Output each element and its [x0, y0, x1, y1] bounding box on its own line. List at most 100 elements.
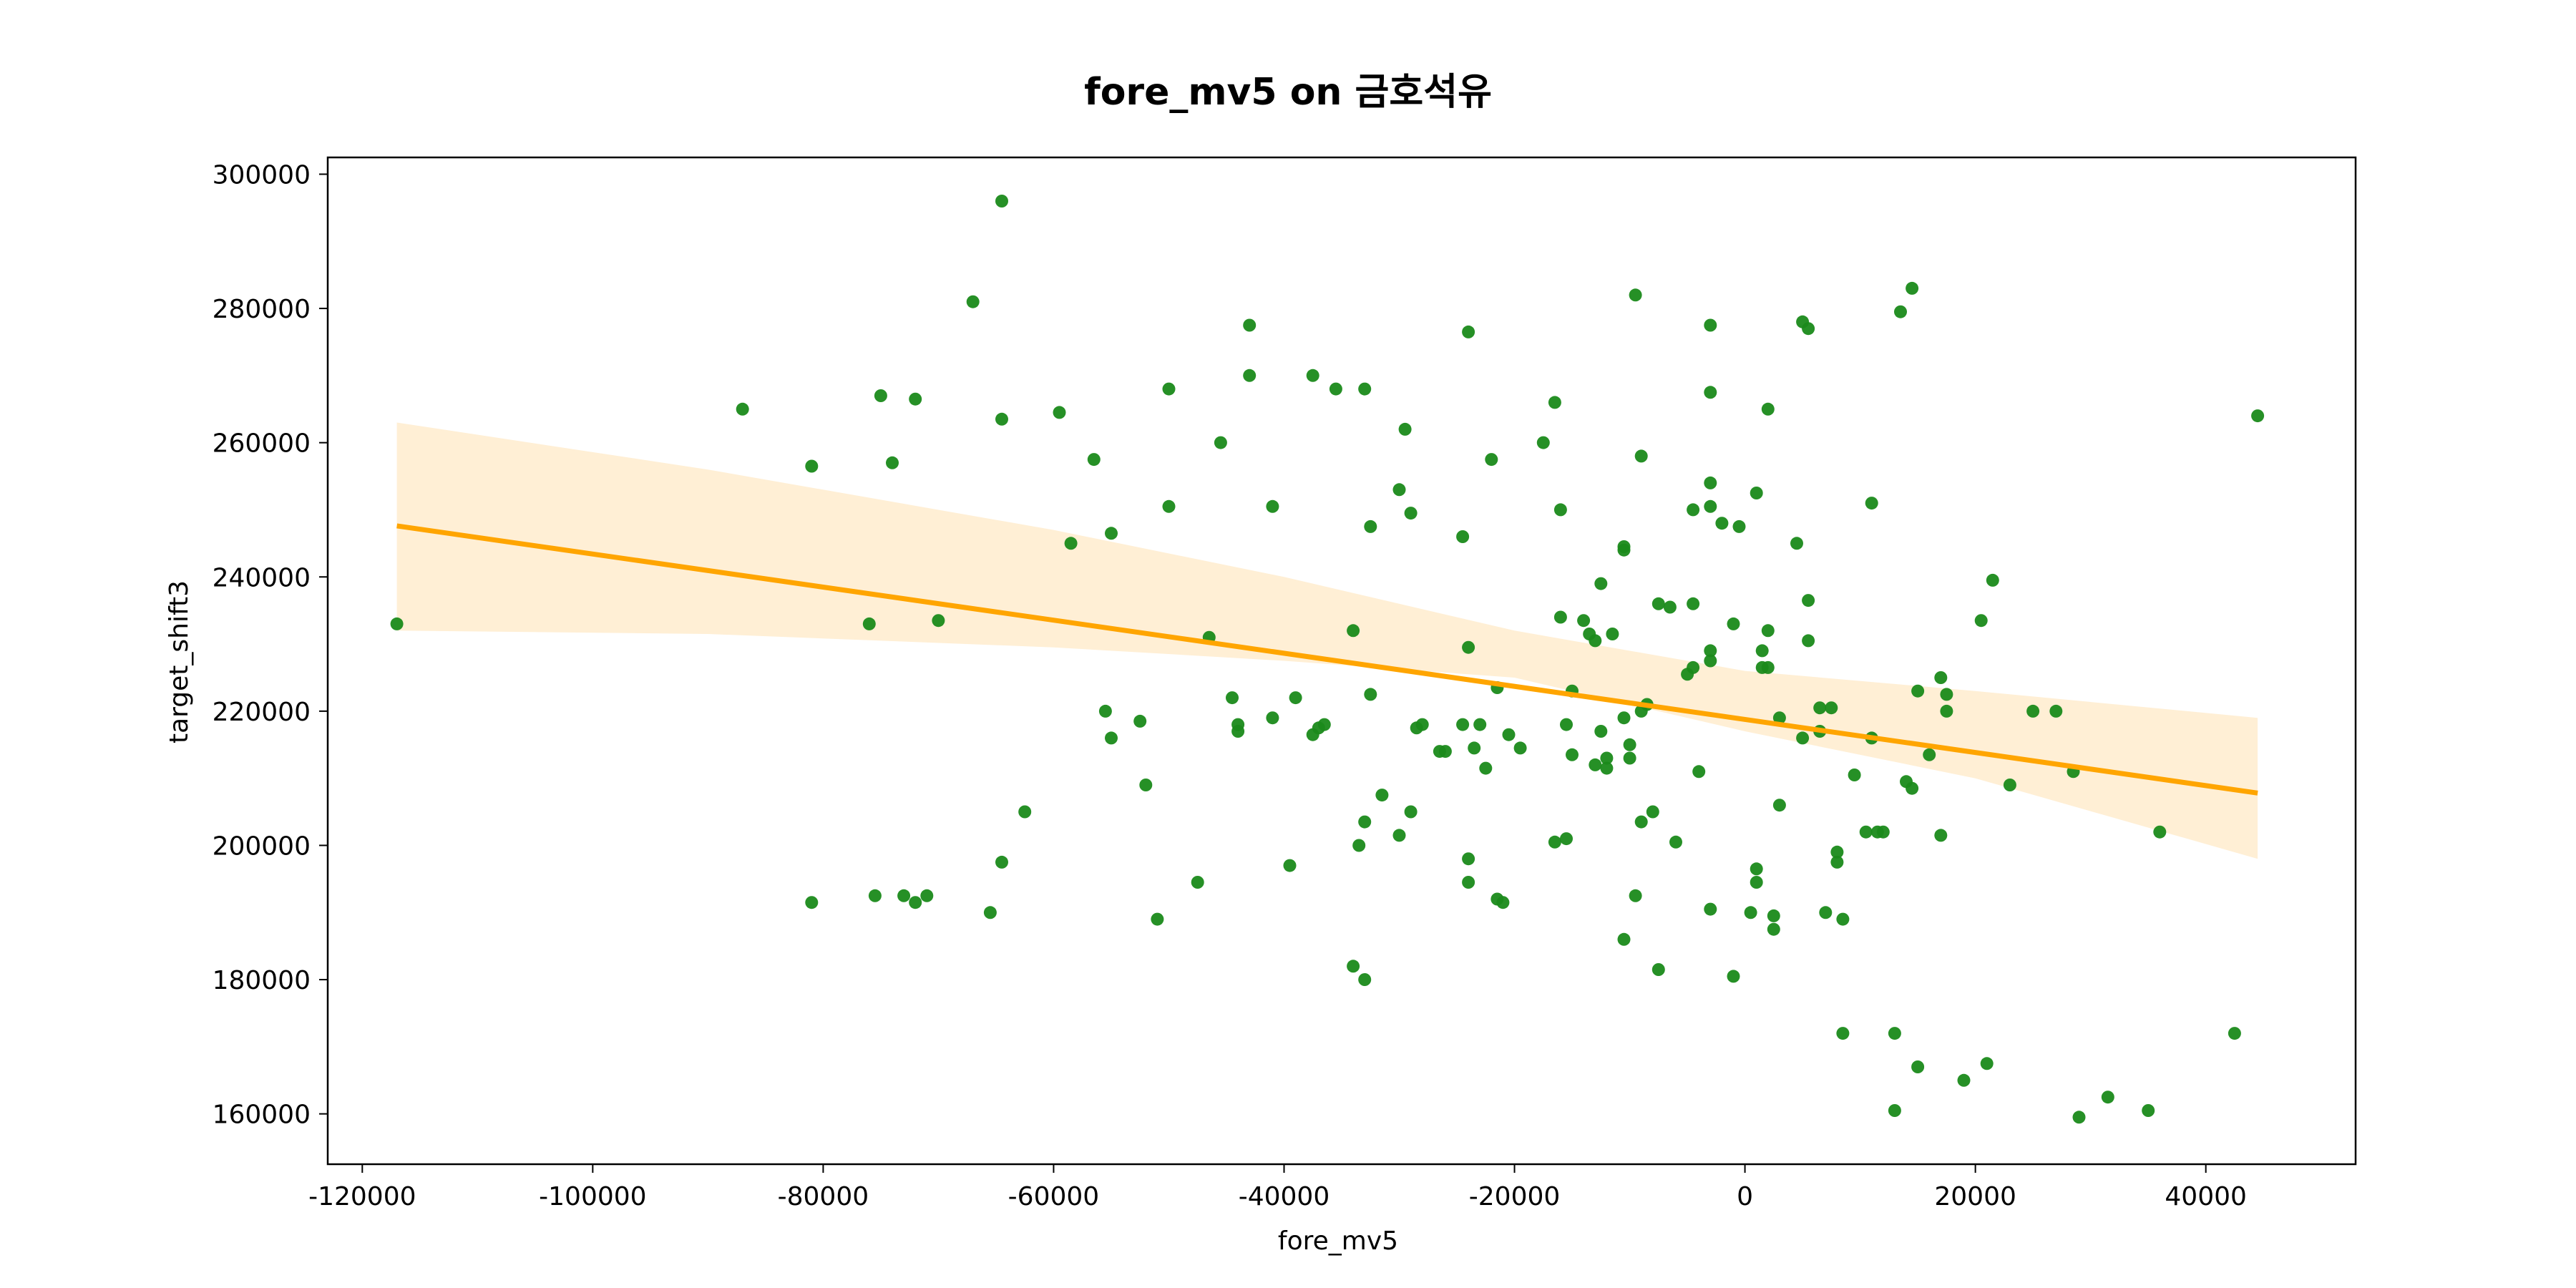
data-point-169	[1906, 781, 1919, 795]
x-tick-label-7: 20000	[1934, 1182, 2016, 1211]
data-point-16	[995, 412, 1008, 426]
data-point-177	[1957, 1073, 1971, 1087]
data-point-173	[1934, 671, 1948, 684]
data-point-118	[1687, 660, 1700, 674]
data-point-131	[1744, 906, 1757, 919]
data-point-129	[1727, 970, 1740, 983]
data-point-186	[2101, 1091, 2114, 1104]
data-point-100	[1617, 711, 1631, 725]
data-point-189	[2228, 1027, 2241, 1040]
data-point-41	[1289, 691, 1302, 705]
data-point-114	[1669, 835, 1682, 849]
data-point-83	[1553, 503, 1567, 517]
data-point-27	[1151, 912, 1164, 926]
data-point-156	[1836, 912, 1850, 926]
data-point-179	[1980, 1057, 1994, 1070]
data-point-158	[1848, 769, 1861, 781]
data-point-21	[1087, 453, 1101, 467]
data-point-3	[805, 896, 819, 909]
data-point-108	[1634, 815, 1648, 829]
x-tick-label-6: 0	[1737, 1182, 1753, 1211]
data-point-2	[805, 459, 819, 473]
data-point-52	[1358, 973, 1372, 986]
data-point-181	[2003, 779, 2016, 791]
x-tick-label-4: -40000	[1239, 1182, 1330, 1211]
data-point-160	[1865, 497, 1878, 510]
data-point-147	[1802, 634, 1815, 648]
confidence-band	[396, 422, 2258, 859]
data-point-99	[1617, 543, 1631, 557]
y-tick-label-7: 300000	[213, 160, 311, 190]
data-point-55	[1375, 789, 1389, 802]
y-tick-label-2: 200000	[213, 831, 311, 861]
data-point-24	[1105, 527, 1118, 540]
y-axis-label: target_shift3	[165, 580, 194, 743]
data-point-78	[1502, 728, 1516, 741]
data-point-84	[1553, 610, 1567, 624]
x-tick-label-0: -120000	[308, 1182, 416, 1211]
data-point-65	[1456, 530, 1470, 543]
data-point-182	[2026, 704, 2040, 718]
data-point-37	[1243, 318, 1257, 332]
x-tick-label-2: -80000	[778, 1182, 869, 1211]
data-point-130	[1732, 519, 1746, 533]
data-point-122	[1704, 476, 1717, 489]
data-point-104	[1629, 288, 1642, 302]
data-point-17	[995, 855, 1008, 869]
data-point-56	[1392, 483, 1406, 497]
data-point-38	[1266, 499, 1279, 513]
data-point-178	[1974, 614, 1988, 628]
data-point-67	[1462, 325, 1475, 338]
data-point-102	[1623, 738, 1636, 751]
data-point-12	[932, 614, 945, 628]
data-point-82	[1548, 835, 1561, 849]
chart-title: fore_mv5 on 금호석유	[1084, 71, 1492, 114]
data-point-54	[1364, 519, 1377, 533]
data-point-141	[1767, 909, 1780, 922]
data-point-8	[897, 889, 911, 902]
data-point-132	[1750, 876, 1763, 889]
data-point-187	[2142, 1104, 2155, 1117]
data-point-13	[966, 295, 980, 308]
data-point-23	[1105, 731, 1118, 745]
data-point-5	[868, 889, 882, 902]
data-point-62	[1415, 718, 1429, 731]
data-point-10	[909, 896, 922, 909]
data-point-94	[1594, 577, 1608, 590]
data-point-48	[1347, 960, 1360, 973]
data-point-64	[1438, 745, 1452, 758]
x-axis-label: fore_mv5	[1278, 1226, 1398, 1256]
y-tick-label-4: 240000	[213, 563, 311, 592]
data-point-96	[1600, 761, 1614, 775]
data-point-170	[1911, 684, 1925, 698]
data-point-47	[1347, 624, 1360, 638]
data-point-105	[1629, 889, 1642, 902]
data-point-79	[1513, 741, 1527, 755]
data-point-128	[1727, 617, 1740, 630]
data-point-95	[1600, 751, 1614, 765]
axes-frame	[326, 156, 2357, 1166]
data-point-155	[1830, 845, 1844, 859]
data-point-180	[1986, 573, 1999, 587]
data-point-188	[2153, 825, 2167, 839]
data-point-59	[1404, 507, 1418, 520]
x-tick-label-1: -100000	[539, 1182, 646, 1211]
data-point-125	[1704, 318, 1717, 332]
data-point-110	[1646, 805, 1659, 819]
data-point-89	[1577, 614, 1591, 628]
data-point-77	[1496, 896, 1510, 909]
data-point-29	[1162, 499, 1176, 513]
data-point-85	[1560, 718, 1573, 731]
data-point-97	[1606, 628, 1619, 640]
data-point-40	[1283, 859, 1297, 872]
data-point-42	[1306, 369, 1319, 382]
data-point-93	[1594, 725, 1608, 738]
data-point-176	[1940, 704, 1953, 718]
data-point-101	[1617, 932, 1631, 946]
data-point-153	[1825, 701, 1838, 715]
data-point-152	[1819, 906, 1833, 919]
data-point-7	[886, 456, 899, 469]
data-point-36	[1243, 369, 1257, 382]
data-point-91	[1589, 634, 1602, 648]
